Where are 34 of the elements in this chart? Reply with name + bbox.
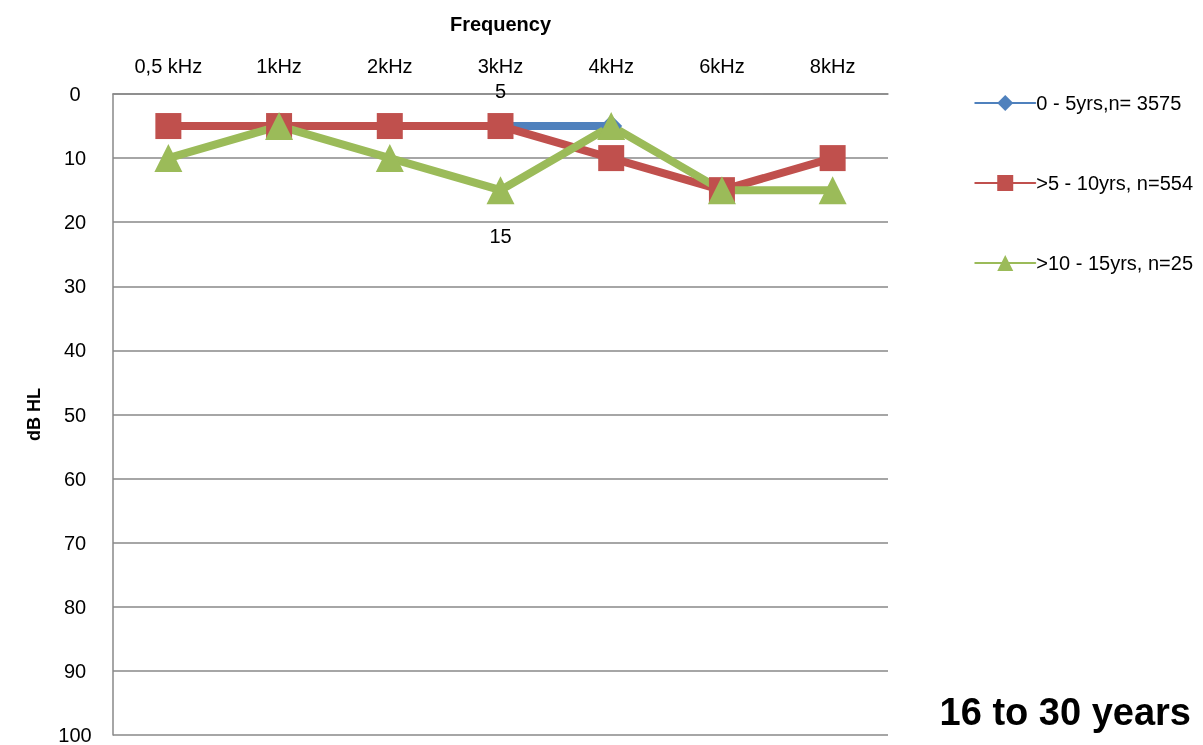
y-tick-label: 40 [63,339,87,362]
y-tick-label: 50 [63,403,87,426]
y-tick-label: 30 [63,275,87,298]
y-tick-label: 0 [69,83,81,105]
text: 16 to 30 years [939,691,1192,733]
point [375,144,404,173]
legend-label: >5 - 10yrs, n=554 [1036,172,1194,194]
y-tick-label: 70 [63,531,87,554]
y-tick-label: 20 [63,211,87,234]
point [819,145,846,172]
y-axis-title: dB HL [24,388,44,441]
x-tick-label: 4kHz [588,55,634,77]
legend-label: 0 - 5yrs,n= 3575 [1036,92,1182,114]
y-tick-label: 10 [63,147,87,170]
x-axis-title: Frequency [449,13,552,35]
x-tick-label: 0,5 kHz [134,55,203,77]
point [598,145,625,172]
x-tick-label: 3kHz [477,55,524,77]
y-tick-label: 80 [63,595,87,618]
point [486,176,515,205]
x-tick-label: 1kHz [256,55,302,77]
y-tick-label: 100 [58,724,92,745]
point [155,113,182,140]
y-tick-label: 90 [63,659,87,682]
point [154,144,183,173]
point [818,176,847,205]
x-tick-label: 2kHz [367,55,413,77]
x-tick-label: 6kHz [699,55,745,77]
y-tick-label: 60 [63,467,87,490]
data-label: 15 [489,225,512,248]
x-tick-label: 8kHz [809,55,856,77]
data-label: 5 [494,80,507,103]
legend-label: >10 - 15yrs, n=25 [1036,252,1194,274]
point [376,113,403,140]
